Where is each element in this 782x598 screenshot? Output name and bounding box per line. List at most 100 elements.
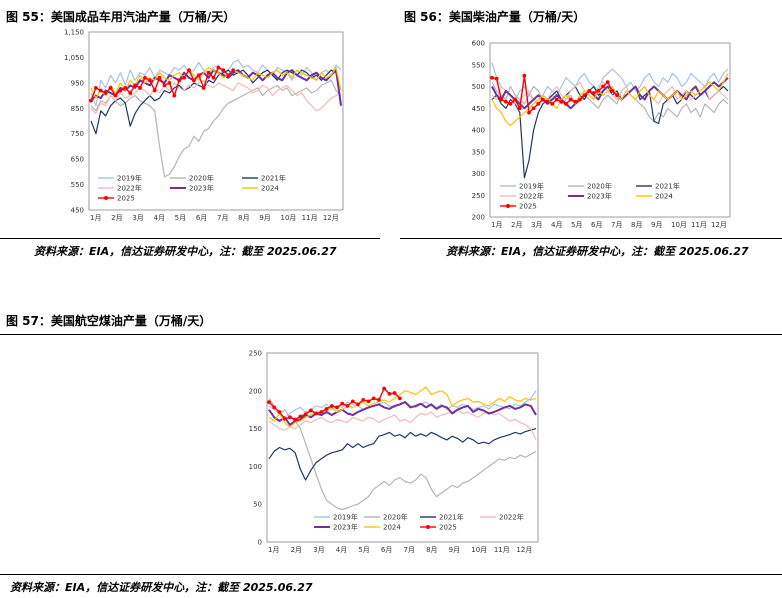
y-tick-label: 300 [472,170,485,178]
series-point-2025 [559,99,564,104]
series-point-2025 [596,88,601,93]
series-point-2025 [578,97,582,102]
y-tick-label: 950 [71,79,84,87]
x-tick-label: 10月 [471,546,487,554]
x-tick-label: 2月 [291,546,302,554]
series-point-2025 [350,399,355,404]
legend-label-2022: 2022年 [499,513,524,522]
series-line-2024 [90,66,342,99]
legend-label-2023: 2023年 [189,184,214,193]
series-line-2025 [268,387,401,421]
series-point-2025 [314,411,319,416]
y-tick-label: 250 [472,192,485,200]
series-point-2025 [517,106,522,111]
series-point-2025 [108,86,113,90]
legend-label-2019: 2019年 [333,513,358,522]
series-point-2025 [211,75,216,80]
legend-label-2019: 2019年 [519,182,544,191]
legend-label-2020: 2020年 [189,174,214,183]
y-tick-label: 500 [472,83,485,91]
series-point-2025 [298,414,303,419]
x-tick-label: 7月 [217,214,228,222]
x-tick-label: 2月 [111,214,122,222]
series-point-2025 [531,106,536,111]
x-tick-label: 10月 [671,221,687,229]
series-point-2025 [303,412,308,417]
series-point-2025 [387,391,392,396]
series-point-2025 [133,83,138,88]
x-tick-label: 12月 [323,214,339,222]
y-tick-label: 350 [472,148,485,156]
series-point-2025 [103,91,108,95]
plot-frame [88,31,344,211]
legend-label-2022: 2022年 [117,184,142,193]
legend-label-2020: 2020年 [383,513,408,522]
series-line-2022 [491,81,729,105]
series-point-2025 [147,78,152,83]
series-point-2025 [605,80,610,85]
y-tick-label: 600 [472,40,485,48]
series-line-2022 [268,409,537,441]
series-line-2023 [268,401,537,426]
series-point-2025 [513,97,518,102]
series-line-2019 [90,59,342,107]
series-point-2025 [568,97,573,102]
series-line-2020 [268,398,537,511]
series-point-2025 [277,410,282,414]
y-tick-label: 1,050 [64,54,84,62]
series-point-2025 [267,400,271,405]
x-tick-label: 8月 [426,546,437,554]
y-tick-label: 450 [472,105,485,113]
y-tick-label: 450 [71,207,84,215]
x-tick-label: 4月 [336,546,347,554]
x-tick-label: 7月 [404,546,415,554]
x-tick-label: 7月 [611,221,622,229]
x-tick-label: 1月 [491,221,502,229]
x-tick-label: 3月 [531,221,542,229]
x-tick-label: 9月 [259,214,270,222]
legend-label-2025: 2025 [439,524,457,532]
series-point-2025 [162,83,167,88]
y-tick-label: 550 [71,181,84,189]
series-point-2025 [226,73,231,78]
x-tick-label: 4月 [154,214,165,222]
series-point-2025 [143,75,147,80]
chart-title-55: 图 55：美国成品车用汽油产量（万桶/天） [6,10,236,24]
x-tick-label: 8月 [238,214,249,222]
series-point-2025 [231,68,236,73]
series-point-2025 [601,84,605,89]
legend-label-2022: 2022年 [519,192,544,201]
series-point-2025 [573,99,578,104]
x-tick-label: 9月 [651,221,662,229]
series-point-2025 [371,396,376,401]
x-tick-label: 1月 [90,214,101,222]
series-point-2025 [118,88,123,93]
x-tick-label: 2月 [511,221,522,229]
plot-frame [489,42,731,218]
series-point-2025 [527,110,531,115]
series-point-2025 [319,410,324,414]
series-point-2025 [545,99,550,104]
x-tick-label: 12月 [516,546,532,554]
x-tick-label: 5月 [358,546,369,554]
series-point-2025 [564,102,568,106]
series-point-2025 [221,68,226,73]
series-point-2025 [113,93,118,98]
series-point-2025 [98,88,103,93]
y-tick-label: 400 [472,127,485,135]
x-tick-label: 8月 [631,221,642,229]
series-line-2021 [90,69,342,135]
series-point-2025 [392,391,397,395]
series-line-2025 [491,74,618,114]
series-line-2019 [268,390,537,418]
series-line-2021 [268,428,537,481]
series-point-2025 [293,417,298,422]
series-point-2025 [128,91,133,95]
legend-marker-2025 [104,196,108,200]
series-line-2023 [491,77,729,110]
source-note-55: 资料来源：EIA，信达证券研发中心，注：截至 2025.06.27 [34,245,337,258]
legend-label-2025: 2025 [117,195,135,203]
x-tick-label: 5月 [175,214,186,222]
series-point-2025 [288,415,292,420]
